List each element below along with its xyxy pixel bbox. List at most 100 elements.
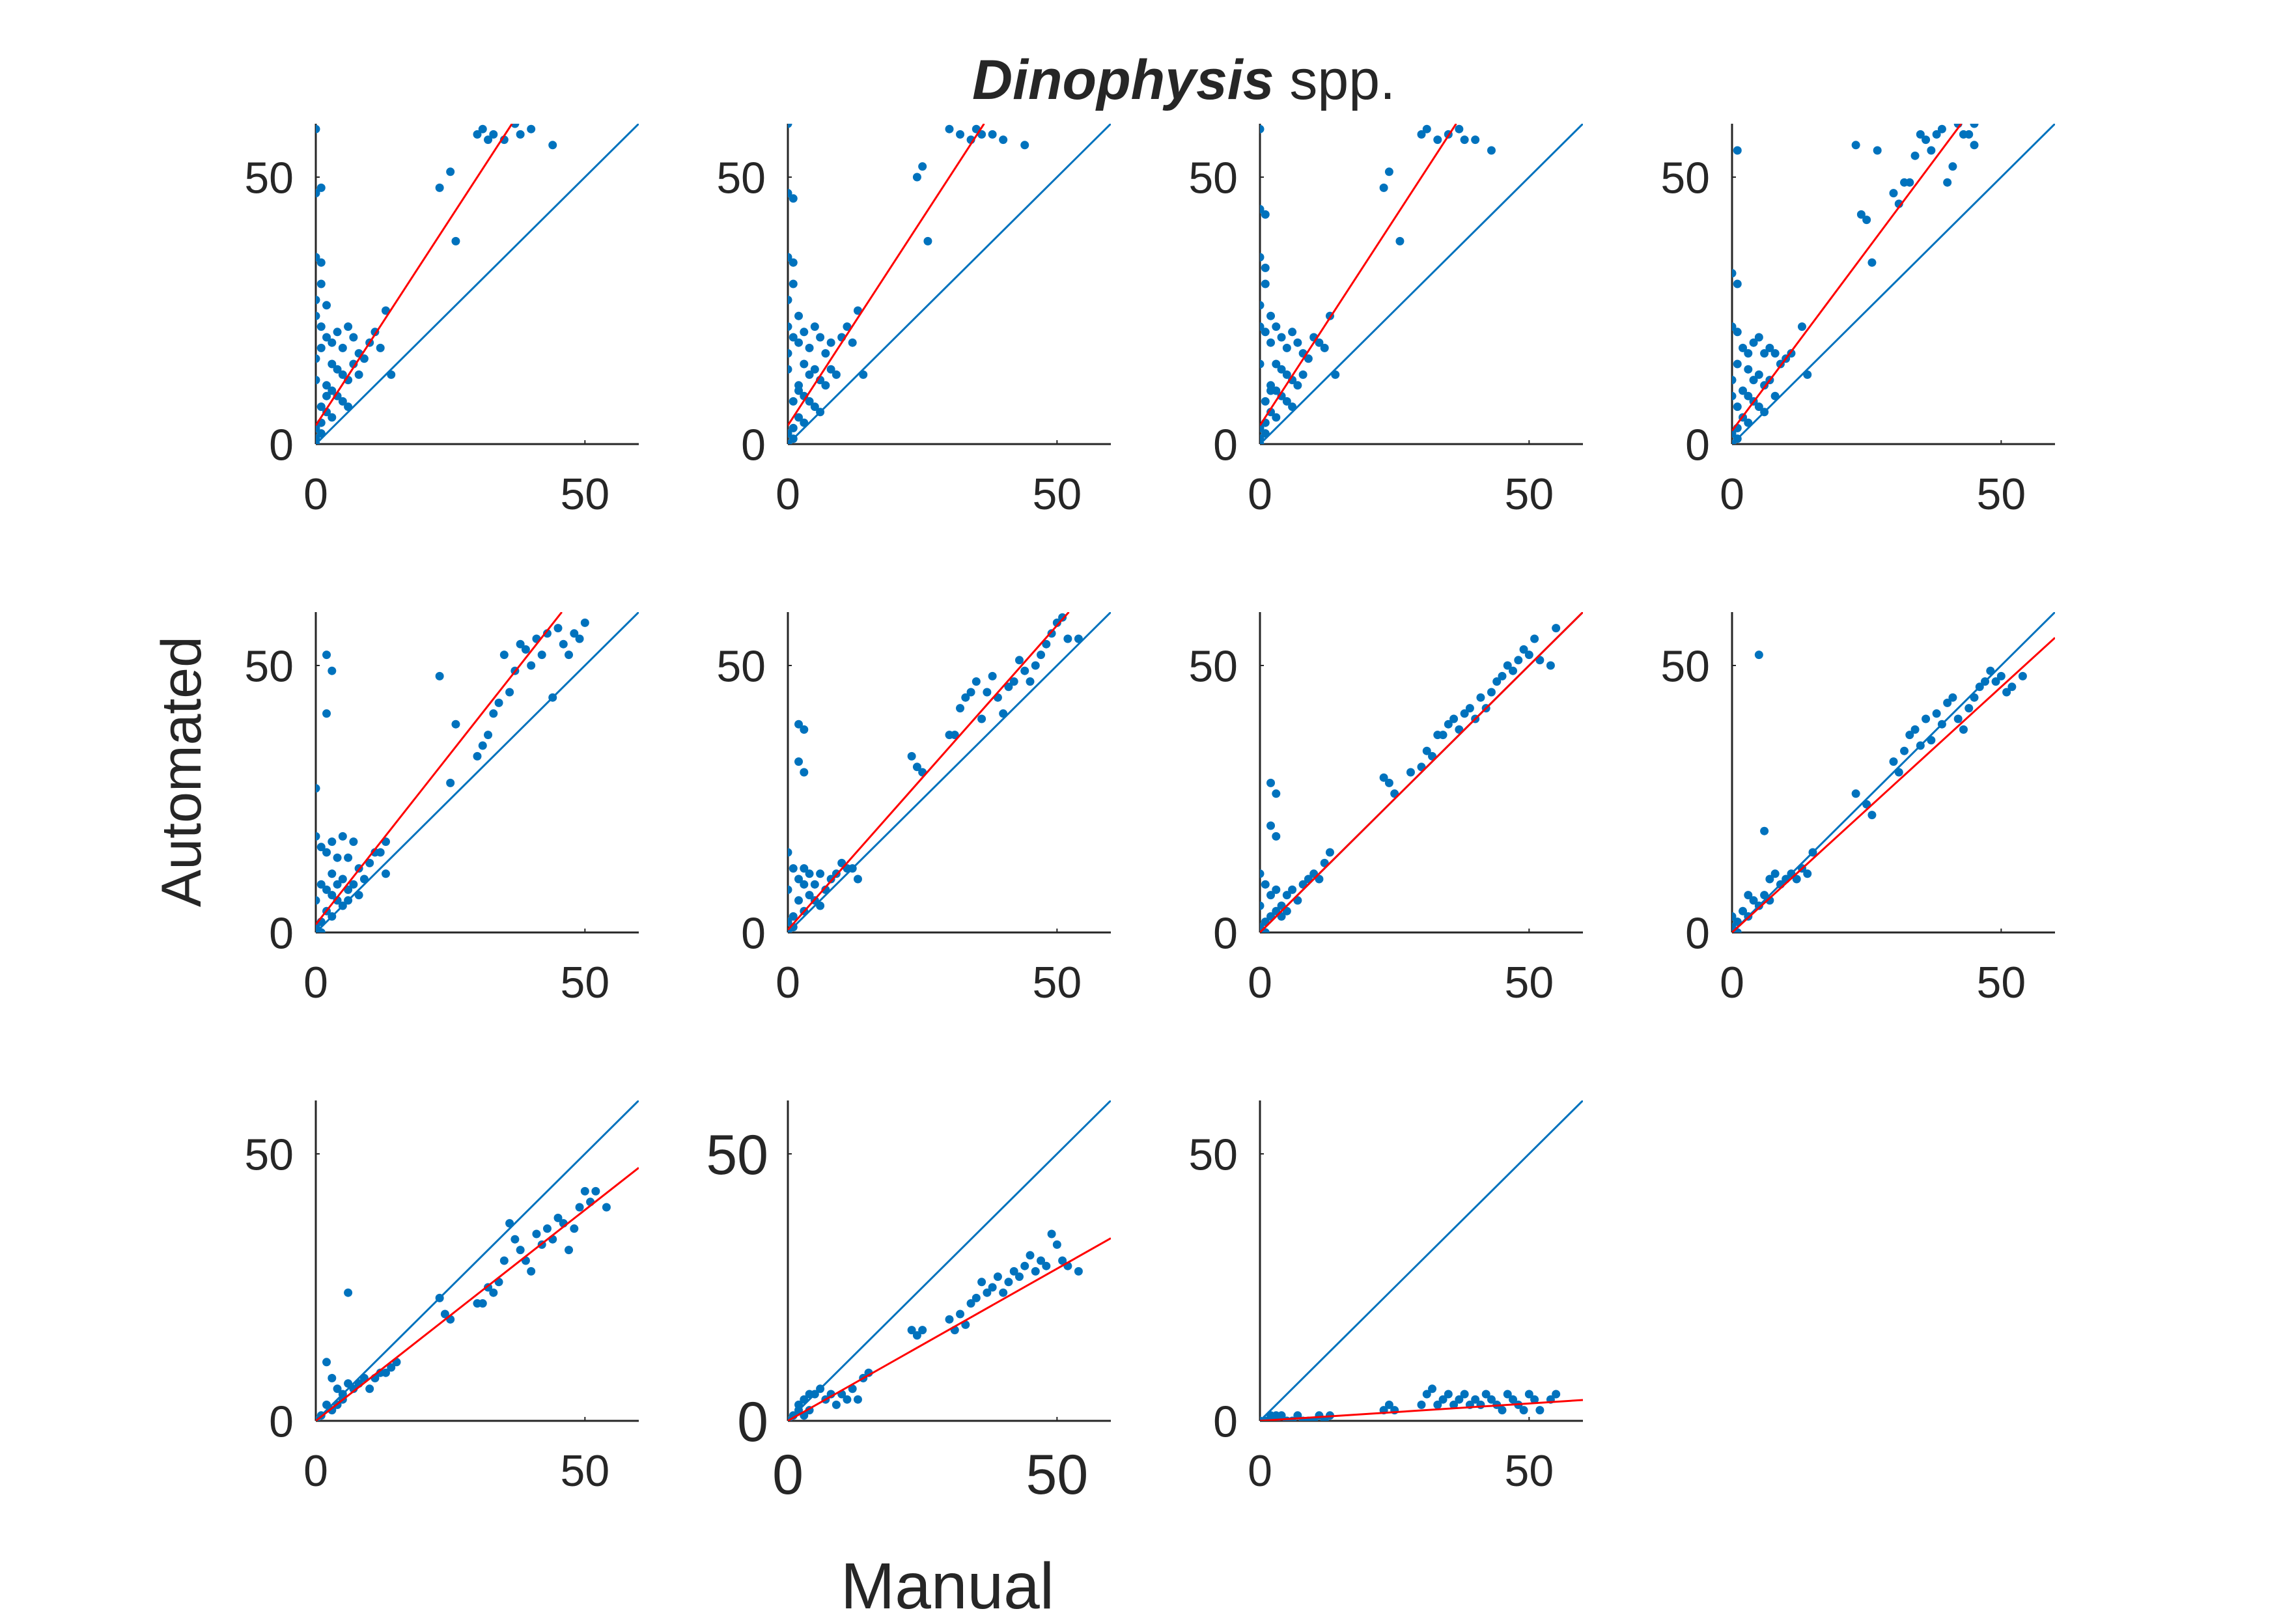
data-point bbox=[1487, 688, 1496, 697]
data-point bbox=[1970, 141, 1979, 150]
data-point bbox=[794, 338, 804, 347]
data-point bbox=[387, 1363, 396, 1372]
data-point bbox=[354, 370, 363, 379]
panel-10: 0 50 0 50 bbox=[706, 1100, 1111, 1506]
data-point bbox=[1384, 778, 1393, 787]
data-point bbox=[322, 1358, 331, 1367]
x-tick-label: 50 bbox=[1033, 469, 1082, 519]
identity-line bbox=[1260, 124, 1583, 444]
data-point bbox=[1047, 629, 1056, 638]
data-point bbox=[2018, 671, 2027, 680]
data-point bbox=[1261, 263, 1270, 272]
data-point bbox=[988, 1283, 997, 1292]
y-tick-label: 0 bbox=[1213, 1397, 1238, 1446]
data-point bbox=[1395, 236, 1405, 245]
data-point bbox=[376, 343, 385, 352]
data-point bbox=[1460, 135, 1469, 145]
data-point bbox=[359, 875, 369, 884]
data-point bbox=[1900, 746, 1909, 755]
data-point bbox=[1739, 386, 1748, 395]
data-point bbox=[810, 402, 819, 412]
data-point bbox=[805, 370, 814, 379]
data-point bbox=[1975, 682, 1984, 692]
data-point bbox=[1905, 178, 1914, 187]
data-point bbox=[1770, 349, 1780, 358]
data-point bbox=[1487, 146, 1496, 155]
identity-line bbox=[1260, 1100, 1583, 1421]
data-point bbox=[354, 891, 363, 900]
data-point bbox=[1964, 704, 1974, 713]
data-point bbox=[1943, 178, 1952, 187]
data-point bbox=[1460, 709, 1469, 718]
data-point bbox=[1260, 301, 1265, 310]
identity-line bbox=[788, 1100, 1111, 1421]
data-point bbox=[521, 645, 530, 654]
data-point bbox=[1943, 698, 1952, 707]
panel-plot-area bbox=[1732, 612, 2055, 932]
data-point bbox=[1927, 146, 1936, 155]
data-point bbox=[1261, 279, 1270, 288]
data-point bbox=[1266, 311, 1276, 320]
data-point bbox=[788, 124, 792, 128]
fit-line bbox=[1260, 124, 1457, 427]
data-point bbox=[328, 1406, 337, 1415]
data-point bbox=[999, 709, 1008, 718]
data-point bbox=[322, 381, 331, 390]
data-point bbox=[1266, 408, 1276, 417]
data-point bbox=[322, 651, 331, 660]
data-point bbox=[1519, 1406, 1528, 1415]
data-point bbox=[1288, 328, 1297, 337]
data-point bbox=[1260, 869, 1265, 878]
data-point bbox=[565, 651, 574, 660]
data-point bbox=[1487, 1395, 1496, 1404]
fit-line bbox=[1732, 637, 2055, 932]
data-point bbox=[788, 296, 792, 305]
data-point bbox=[1417, 1400, 1426, 1409]
figure-title-rest: spp. bbox=[1274, 49, 1395, 111]
data-point bbox=[542, 629, 552, 638]
data-point bbox=[789, 423, 798, 432]
data-point bbox=[489, 1288, 498, 1297]
data-point bbox=[322, 301, 331, 310]
x-tick-label: 0 bbox=[776, 958, 800, 1007]
data-point bbox=[1754, 901, 1763, 910]
data-point bbox=[316, 124, 320, 133]
data-point bbox=[1932, 709, 1941, 718]
data-point bbox=[1266, 386, 1276, 395]
data-point bbox=[548, 693, 557, 702]
data-point bbox=[800, 328, 809, 337]
data-point bbox=[1959, 725, 1968, 734]
data-point bbox=[1733, 917, 1742, 927]
data-point bbox=[365, 858, 374, 867]
x-axis-label: Manual bbox=[841, 1550, 1054, 1623]
x-tick-label: 50 bbox=[1505, 469, 1554, 519]
data-point bbox=[548, 141, 557, 150]
data-point bbox=[328, 338, 337, 347]
x-tick-label: 50 bbox=[561, 469, 610, 519]
data-point bbox=[1384, 167, 1393, 176]
data-point bbox=[1910, 151, 1920, 160]
y-tick-label: 0 bbox=[1213, 420, 1238, 469]
data-point bbox=[918, 162, 927, 171]
data-point bbox=[1074, 1267, 1083, 1276]
data-point bbox=[484, 135, 493, 145]
data-point bbox=[1749, 896, 1758, 905]
x-tick-label: 0 bbox=[1248, 958, 1272, 1007]
identity-line bbox=[316, 1100, 639, 1421]
data-point bbox=[1754, 370, 1763, 379]
data-point bbox=[1260, 440, 1265, 444]
data-point bbox=[1004, 682, 1013, 692]
data-point bbox=[1873, 146, 1882, 155]
data-point bbox=[1932, 130, 1941, 139]
data-point bbox=[328, 891, 337, 900]
data-point bbox=[1498, 1406, 1507, 1415]
data-point bbox=[1530, 634, 1539, 643]
panel-11: 0 50 0 50 bbox=[1188, 1100, 1583, 1496]
data-point bbox=[1272, 359, 1281, 369]
data-point bbox=[1509, 1395, 1518, 1404]
data-point bbox=[316, 928, 326, 932]
data-point bbox=[338, 370, 347, 379]
data-point bbox=[1862, 216, 1871, 225]
data-point bbox=[1004, 1278, 1013, 1287]
